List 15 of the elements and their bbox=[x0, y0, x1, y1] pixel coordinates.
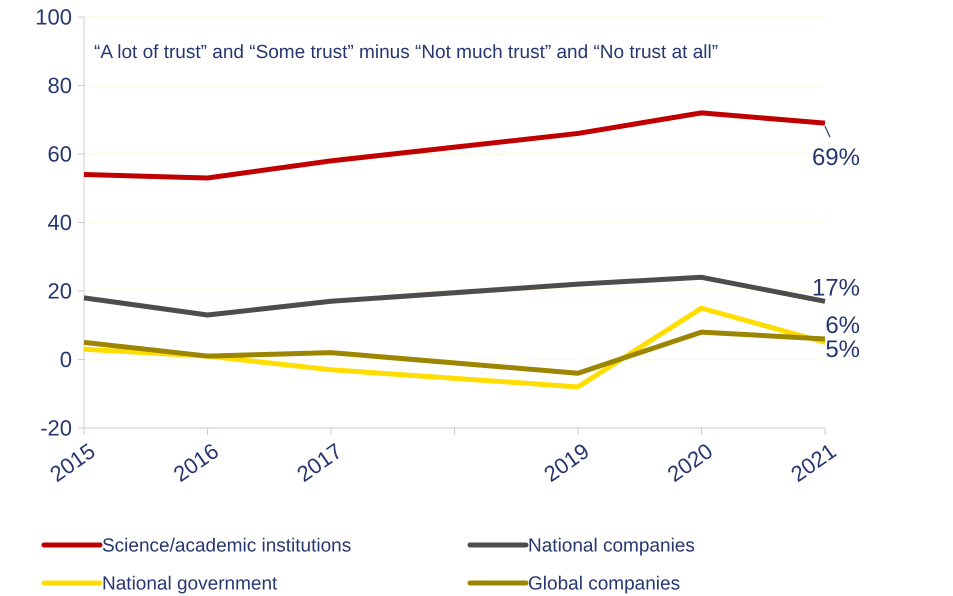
y-tick-label: 0 bbox=[60, 347, 72, 372]
y-tick-label: 40 bbox=[48, 210, 72, 236]
legend-label: Science/academic institutions bbox=[102, 536, 352, 557]
y-tick-label: -20 bbox=[40, 416, 72, 441]
data-label: 69% bbox=[812, 144, 860, 172]
legend-label: National government bbox=[102, 574, 278, 595]
y-tick-label: 60 bbox=[48, 142, 72, 167]
text: “A lot of trust” and “Some trust” minus “Not much trust” and “No trust at all” bbox=[94, 42, 718, 63]
y-tick-label: 80 bbox=[48, 73, 72, 98]
legend-label: Global companies bbox=[528, 574, 680, 595]
legend-label: National companies bbox=[528, 536, 695, 557]
y-tick-label: 20 bbox=[48, 278, 72, 304]
data-label: 17% bbox=[812, 274, 860, 302]
y-tick-label: 100 bbox=[35, 4, 72, 30]
x-tick-label: 2021 bbox=[786, 438, 841, 487]
